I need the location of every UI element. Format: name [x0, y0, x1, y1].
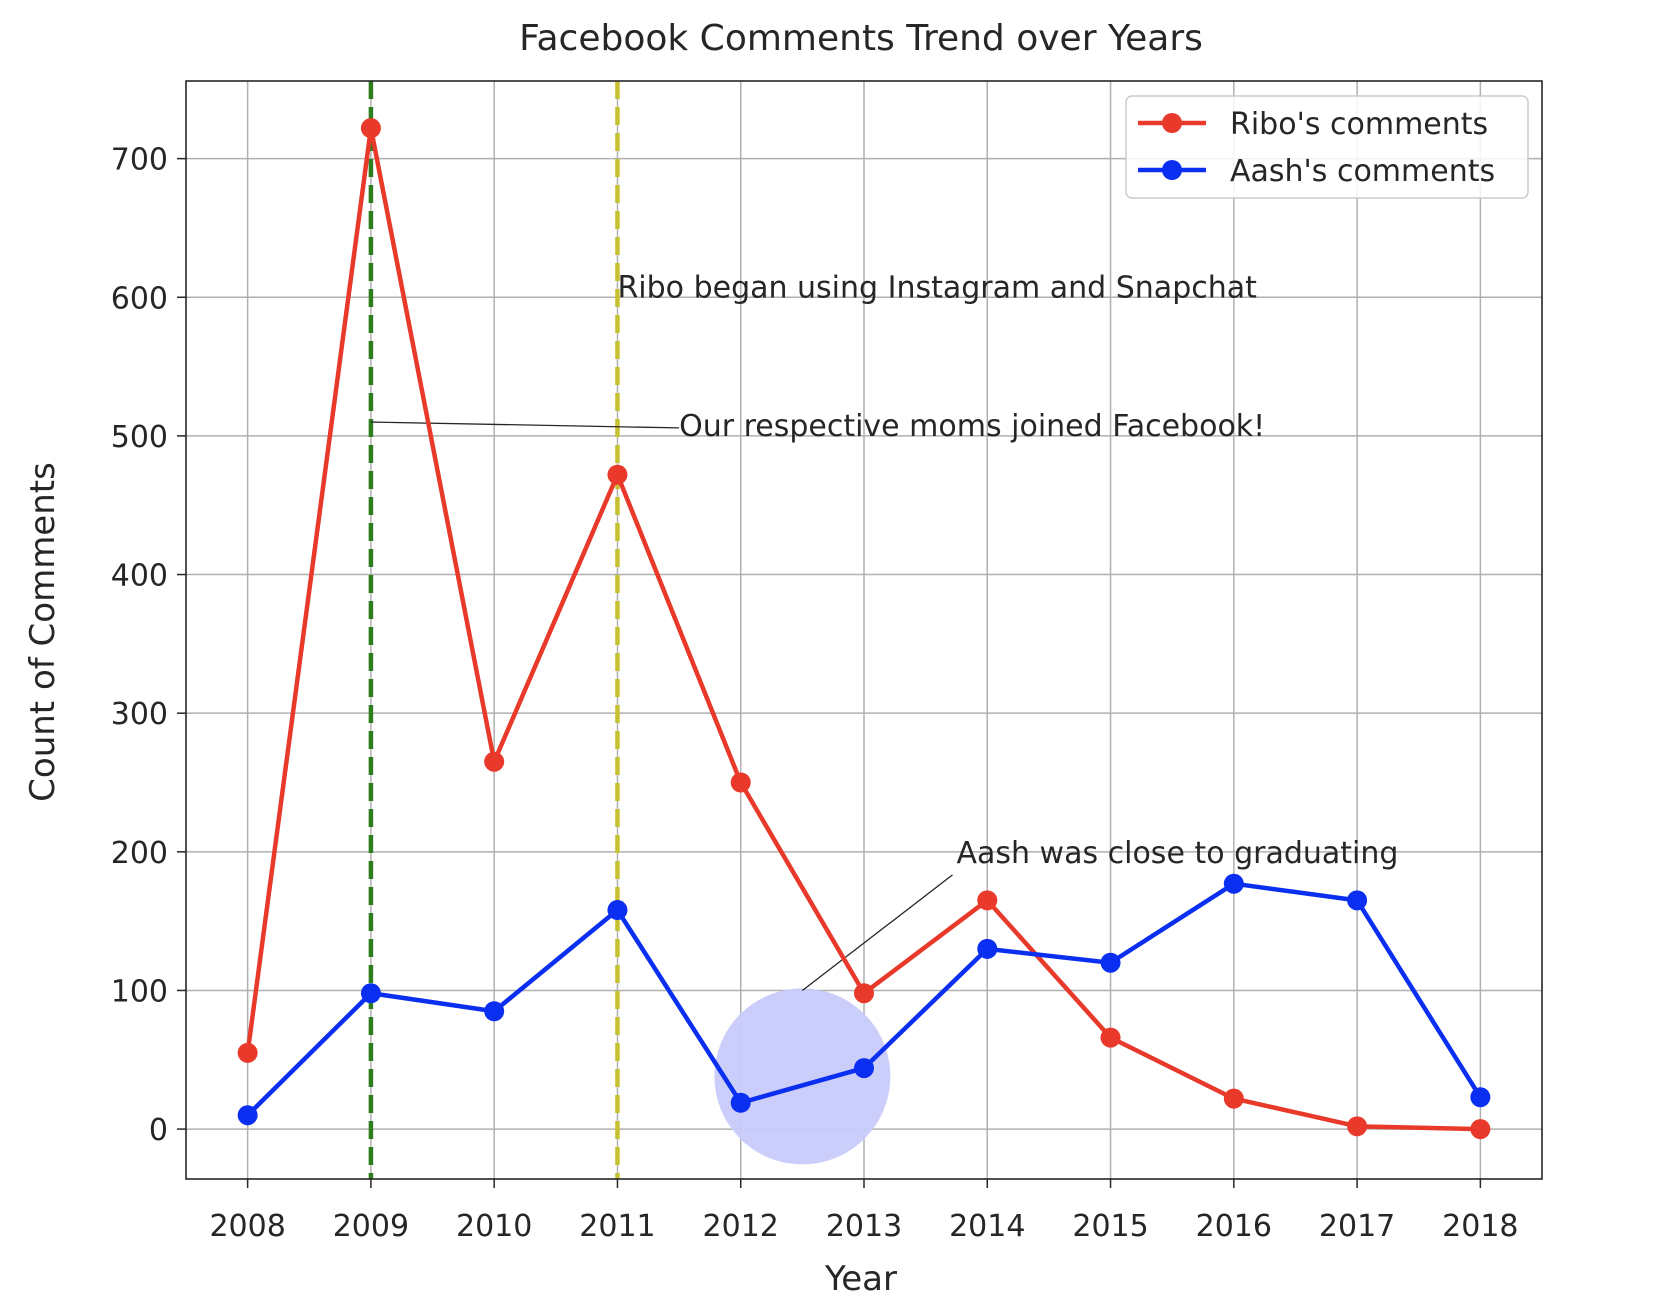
y-axis-label: Count of Comments — [23, 462, 63, 802]
annotation-label: Aash was close to graduating — [956, 836, 1398, 871]
y-tick-label: 600 — [111, 281, 168, 316]
data-point — [1347, 890, 1368, 911]
x-tick-label: 2018 — [1442, 1209, 1518, 1244]
chart-title: Facebook Comments Trend over Years — [519, 18, 1203, 59]
y-tick-label: 100 — [111, 974, 168, 1009]
data-point — [977, 890, 998, 911]
highlight-circle — [714, 988, 891, 1165]
x-tick-label: 2010 — [456, 1209, 532, 1244]
data-point — [360, 983, 381, 1004]
x-tick-label: 2016 — [1196, 1209, 1272, 1244]
series-layer — [237, 118, 1491, 1140]
data-point — [730, 1092, 751, 1113]
axis-ticks: 2008 2009 2010 2011 2012 2013 2014 2015 2016 2017… — [111, 143, 1519, 1244]
data-point — [237, 1105, 258, 1126]
data-point — [237, 1042, 258, 1063]
data-point — [1223, 873, 1244, 894]
y-tick-label: 700 — [111, 143, 168, 178]
annotation-labels: Ribo began using Instagram and Snapchat O… — [617, 270, 1398, 871]
y-tick-label: 200 — [111, 836, 168, 871]
y-tick-label: 400 — [111, 559, 168, 594]
data-point — [977, 938, 998, 959]
x-tick-label: 2015 — [1072, 1209, 1148, 1244]
data-point — [607, 900, 628, 921]
data-point — [484, 751, 505, 772]
data-point — [1223, 1088, 1244, 1109]
highlight-layer — [714, 988, 891, 1165]
data-point — [360, 118, 381, 139]
x-tick-label: 2008 — [209, 1209, 285, 1244]
legend: Ribo's comments Aash's comments — [1125, 95, 1529, 199]
legend-label: Aash's comments — [1230, 154, 1495, 189]
legend-swatch-marker — [1162, 160, 1182, 180]
legend-label: Ribo's comments — [1230, 107, 1488, 142]
legend-frame — [1125, 95, 1529, 199]
legend-swatch-marker — [1162, 113, 1182, 133]
x-tick-label: 2012 — [703, 1209, 779, 1244]
x-tick-label: 2017 — [1319, 1209, 1395, 1244]
x-axis-label: Year — [824, 1259, 897, 1299]
annotation-connector — [801, 874, 953, 991]
x-tick-label: 2014 — [949, 1209, 1025, 1244]
data-point — [730, 772, 751, 793]
x-tick-label: 2009 — [333, 1209, 409, 1244]
annotation-label: Our respective moms joined Facebook! — [679, 409, 1265, 444]
y-tick-label: 0 — [149, 1113, 168, 1148]
x-tick-label: 2011 — [579, 1209, 655, 1244]
data-point — [484, 1001, 505, 1022]
data-point — [1100, 1027, 1121, 1048]
annotation-connector — [370, 421, 680, 429]
data-point — [607, 464, 628, 485]
data-point — [1470, 1087, 1491, 1108]
x-tick-label: 2013 — [826, 1209, 902, 1244]
data-point — [854, 983, 874, 1004]
y-tick-label: 500 — [111, 420, 168, 455]
y-tick-label: 300 — [111, 697, 168, 732]
annotation-label: Ribo began using Instagram and Snapchat — [617, 270, 1257, 305]
data-point — [854, 1058, 874, 1079]
data-point — [1100, 952, 1121, 973]
data-point — [1347, 1116, 1368, 1137]
data-point — [1470, 1119, 1491, 1140]
annotation-connectors — [370, 421, 953, 991]
